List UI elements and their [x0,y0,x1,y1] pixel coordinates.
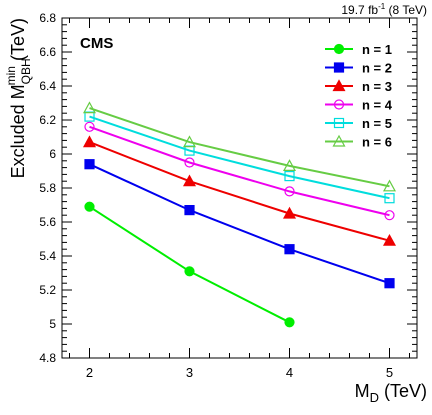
series-line [89,107,390,188]
series-line [89,163,390,285]
data-point [384,193,395,204]
legend-marker [332,134,346,147]
data-point [182,135,197,148]
series-n2 [84,159,395,289]
data-point [82,101,97,114]
legend-entry: n = 3 [325,79,392,94]
data-point [384,278,395,289]
legend-marker [333,43,345,55]
plot-axes: 4.8 5 5.2 5.4 5.6 5.8 6 6.2 6.4 6.6 6.8 2 3 4 5 [39,11,417,380]
y-tick-label: 5.4 [39,249,56,263]
data-point [284,317,295,328]
y-axis-label: Excluded MQBHmin (TeV) [4,18,33,178]
legend-label: n = 6 [362,135,392,150]
x-tick-label: 2 [86,365,93,380]
series-line [89,125,390,217]
series-line [88,205,290,324]
legend-entry: n = 4 [325,98,393,113]
legend-marker [333,62,345,73]
legend-label: n = 1 [362,42,392,57]
y-tick-label: 5 [49,317,56,331]
data-point [384,210,395,221]
data-point [282,206,297,219]
legend-label: n = 2 [362,61,392,76]
legend-entry: n = 2 [325,61,392,76]
data-point [184,157,195,168]
series-n6 [82,101,397,192]
y-tick-label: 5.6 [39,215,56,229]
legend-marker [333,99,345,110]
y-tick-label: 4.8 [39,351,56,365]
series-n4 [84,121,395,221]
experiment-label: CMS [80,35,113,52]
y-tick-label: 6.8 [39,11,56,25]
data-point [84,159,95,170]
data-point [184,266,195,277]
series-line [89,141,390,242]
x-axis-label: MD (TeV) [355,381,427,405]
series-n3 [82,135,397,246]
series-layer [82,101,397,328]
data-point [382,179,397,192]
data-point [282,159,297,171]
header-label: 19.7 fb-1 (8 TeV) [341,2,427,17]
x-tick-label: 3 [186,365,193,380]
series-line [89,115,390,200]
data-point [84,121,95,132]
legend-label: n = 5 [362,116,392,131]
y-tick-label: 6.4 [39,79,56,93]
legend-marker [333,117,345,129]
y-tick-label: 6.6 [39,45,56,59]
y-tick-label: 6 [49,147,56,161]
legend-entry: n = 6 [325,135,392,150]
legend-entry: n = 5 [325,116,392,131]
data-point [284,171,295,182]
data-point [382,233,397,246]
data-point [84,201,95,212]
legend-label: n = 3 [362,79,392,94]
data-point [182,174,197,187]
y-tick-label: 5.2 [39,283,56,297]
data-point [284,186,295,197]
data-point [184,205,195,216]
legend-entry: n = 1 [325,42,392,57]
legend: n = 1 n = 2 n = 3 n = 4 n = 5 n = 6 [325,42,393,150]
legend-label: n = 4 [362,98,393,113]
plot-frame [61,17,418,359]
data-point [82,135,97,148]
y-tick-label: 5.8 [39,181,56,195]
data-point [284,244,295,255]
y-tick-label: 6.2 [39,113,56,127]
x-tick-label: 5 [386,365,393,380]
x-tick-label: 4 [286,365,293,380]
series-n1 [84,201,295,328]
legend-marker [332,79,346,92]
